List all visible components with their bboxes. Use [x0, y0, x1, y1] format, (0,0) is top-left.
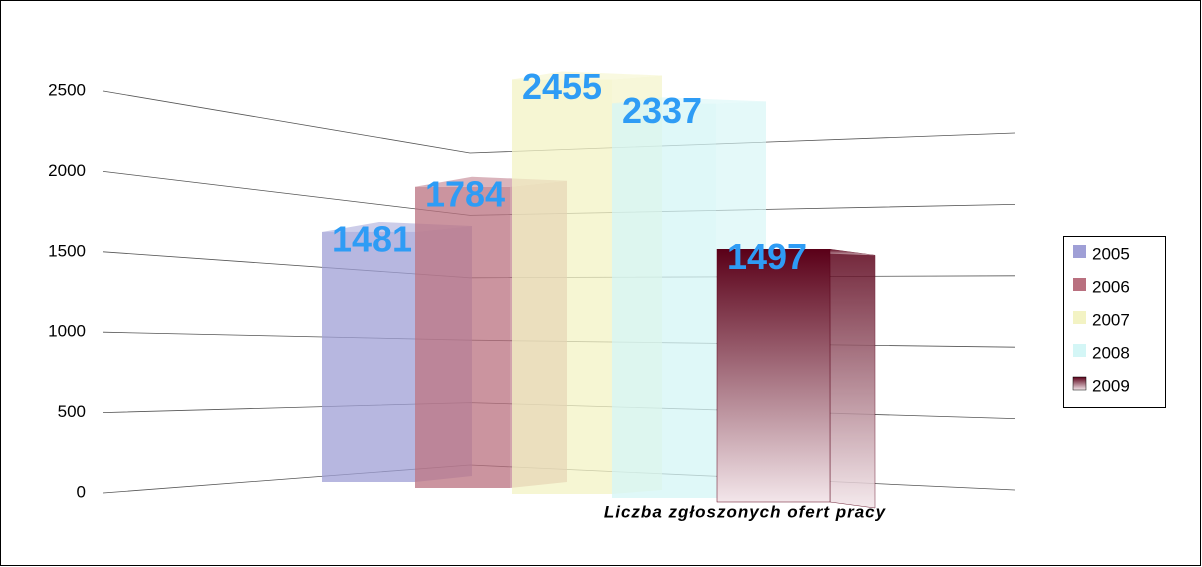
legend-swatch	[1073, 278, 1086, 291]
value-label: 1784	[425, 173, 505, 214]
y-tick-label: 2000	[48, 161, 86, 180]
legend-label: 2007	[1092, 310, 1130, 329]
bar-side	[829, 248, 876, 509]
legend-label: 2009	[1092, 376, 1130, 395]
legend-swatch	[1073, 311, 1086, 324]
bar	[716, 248, 831, 503]
value-label: 2455	[522, 66, 602, 107]
legend-label: 2005	[1092, 244, 1130, 263]
y-tick-label: 1500	[48, 241, 86, 260]
y-tick-label: 2500	[48, 80, 86, 99]
bar	[612, 103, 716, 498]
bar-top	[512, 71, 662, 80]
value-label: 1497	[727, 236, 807, 277]
legend: 2005 2006 2007 2008 2009	[1072, 244, 1130, 395]
legend-swatch	[1073, 245, 1086, 258]
bar	[415, 186, 510, 489]
bar	[322, 231, 415, 482]
y-tick-label: 500	[58, 402, 86, 421]
labels: 1481 1784 2455 2337 1497	[332, 66, 807, 277]
legend-label: 2008	[1092, 343, 1130, 362]
legend-swatch	[1073, 344, 1086, 357]
category-label: Liczba zgłoszonych ofert pracy	[604, 502, 887, 521]
bar	[512, 79, 612, 494]
y-tick-label: 0	[77, 482, 86, 501]
bar-top	[612, 97, 766, 104]
value-label: 1481	[332, 218, 412, 259]
bars	[322, 71, 876, 509]
y-tick-label: 1000	[48, 322, 86, 341]
legend-label: 2006	[1092, 277, 1130, 296]
legend-swatch	[1072, 376, 1087, 391]
grid-line	[102, 90, 1016, 154]
value-label: 2337	[622, 90, 702, 131]
